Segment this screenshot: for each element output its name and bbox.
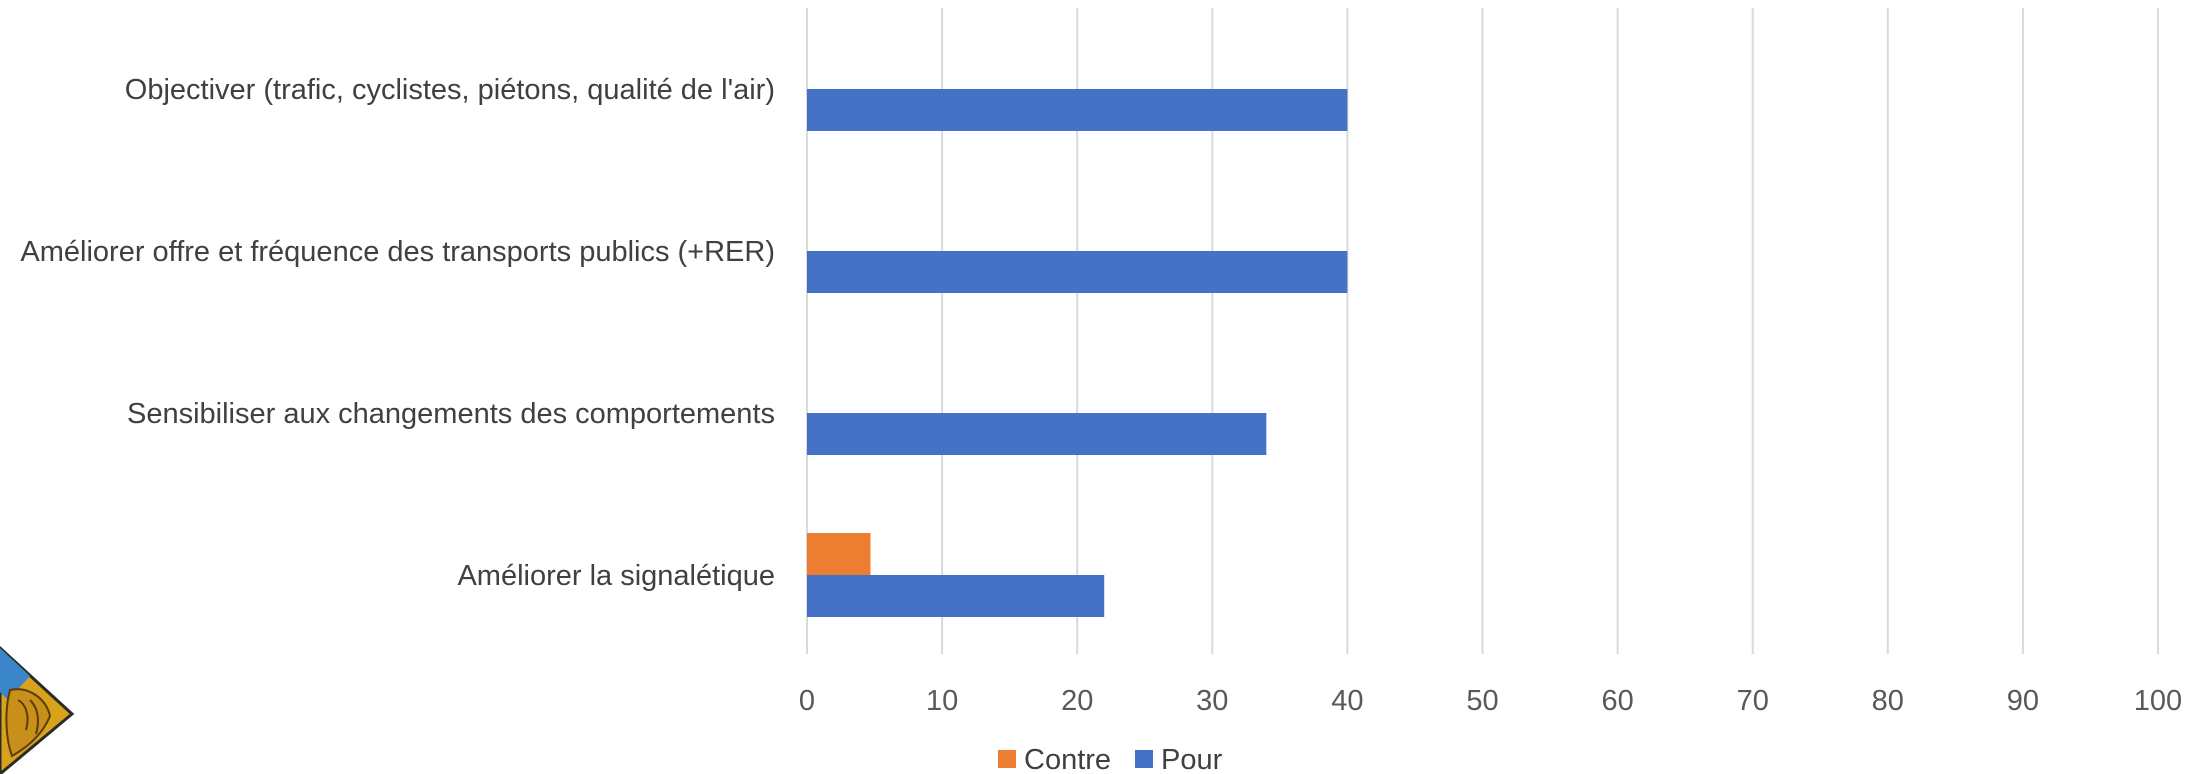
bar-pour-0: [807, 89, 1348, 131]
x-tick-label-0: 0: [799, 685, 815, 717]
x-tick-label-40: 40: [1331, 685, 1363, 717]
legend: Contre Pour: [998, 744, 1223, 774]
category-label-3: Améliorer la signalétique: [457, 560, 775, 592]
bar-pour-1: [807, 251, 1348, 293]
x-tick-label-10: 10: [926, 685, 958, 717]
x-tick-label-50: 50: [1466, 685, 1498, 717]
x-tick-label-80: 80: [1872, 685, 1904, 717]
x-tick-label-70: 70: [1737, 685, 1769, 717]
x-tick-label-30: 30: [1196, 685, 1228, 717]
bar-pour-2: [807, 413, 1267, 455]
x-tick-labels: 0 10 20 30 40 50 60 70 80 90 100: [799, 685, 2182, 717]
category-labels: Objectiver (trafic, cyclistes, piétons, …: [20, 74, 775, 592]
category-label-0: Objectiver (trafic, cyclistes, piétons, …: [125, 74, 775, 106]
legend-label-contre: Contre: [1024, 744, 1111, 774]
x-tick-label-100: 100: [2134, 685, 2182, 717]
x-tick-label-60: 60: [1601, 685, 1633, 717]
category-label-1: Améliorer offre et fréquence des transpo…: [20, 236, 775, 268]
bar-contre-3: [807, 533, 871, 575]
legend-label-pour: Pour: [1161, 744, 1223, 774]
bars: [807, 89, 1348, 617]
x-tick-label-90: 90: [2007, 685, 2039, 717]
x-tick-label-20: 20: [1061, 685, 1093, 717]
legend-swatch-pour: [1135, 750, 1153, 768]
emblem-logo: [0, 645, 75, 774]
category-label-2: Sensibiliser aux changements des comport…: [127, 398, 775, 430]
legend-swatch-contre: [998, 750, 1016, 768]
bar-pour-3: [807, 575, 1105, 617]
